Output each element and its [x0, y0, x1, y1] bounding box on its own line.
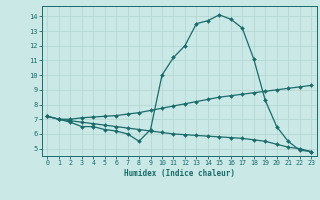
X-axis label: Humidex (Indice chaleur): Humidex (Indice chaleur) [124, 169, 235, 178]
